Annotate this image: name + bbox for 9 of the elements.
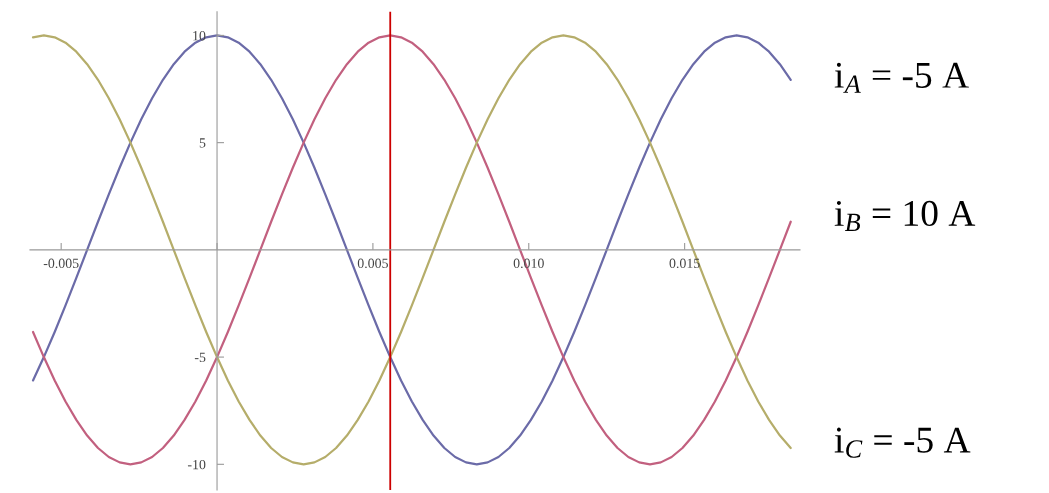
- text: i$_{C}$ = -5 A: [834, 427, 971, 458]
- text: i$_{A}$ = -5 A: [834, 62, 969, 93]
- x-tick-label: 0.005: [357, 258, 388, 269]
- text: i$_{B}$ = 10 A: [834, 200, 976, 231]
- y-tick-label: 10: [193, 31, 206, 41]
- y-tick-label: -10: [187, 459, 206, 470]
- y-tick-label: 5: [199, 138, 206, 148]
- y-tick-label: -5: [194, 352, 206, 363]
- x-tick-label: -0.005: [43, 258, 79, 269]
